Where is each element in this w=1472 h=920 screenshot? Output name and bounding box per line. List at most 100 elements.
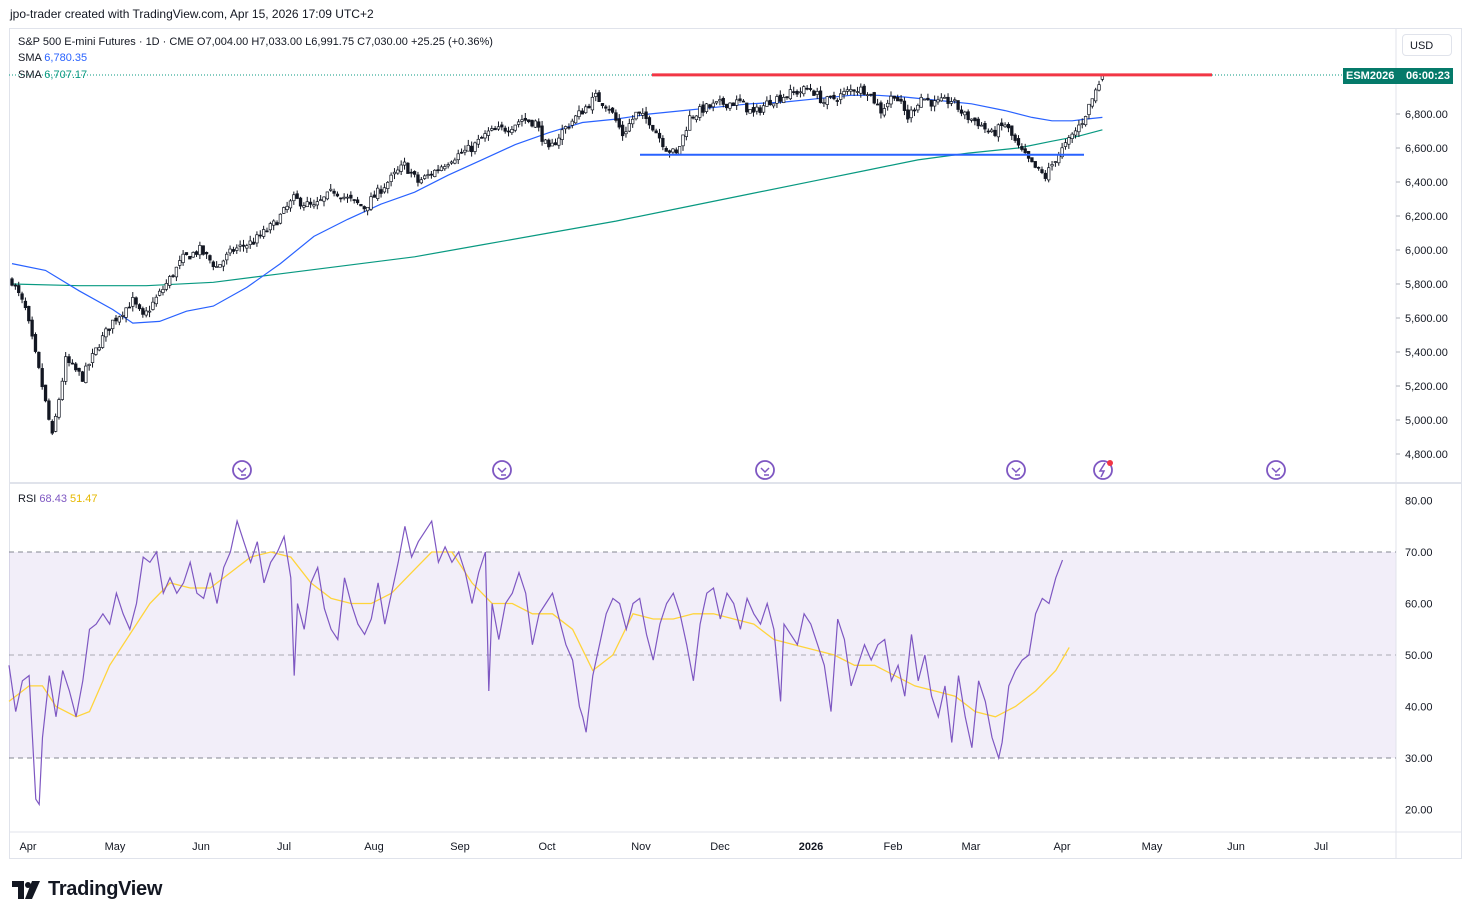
- symbol-legend[interactable]: S&P 500 E-mini Futures · 1D · CME O7,004…: [18, 36, 493, 48]
- candle-down: [617, 118, 621, 128]
- candle-down: [896, 96, 900, 102]
- sma50-legend[interactable]: SMA 6,780.35: [18, 51, 87, 65]
- candle-up: [345, 196, 350, 199]
- price-tick-label: 6,000.00: [1405, 245, 1448, 257]
- candle-up: [513, 124, 517, 131]
- candle-up: [131, 297, 135, 307]
- candle-down: [745, 102, 749, 113]
- event-glyph: [497, 467, 507, 476]
- candle-down: [493, 127, 497, 131]
- currency-button[interactable]: USD: [1402, 34, 1452, 56]
- candle-up: [84, 365, 88, 383]
- price-axis[interactable]: 4,800.00 5,000.00 5,200.00 5,400.00 5,600.00…: [1396, 109, 1448, 461]
- candle-down: [469, 145, 474, 153]
- candles[interactable]: [10, 74, 1105, 436]
- candle-down: [349, 194, 353, 199]
- price-tick-label: 4,800.00: [1405, 449, 1448, 461]
- candle-up: [151, 301, 155, 310]
- candle-up: [1097, 84, 1101, 91]
- candle-up: [1047, 167, 1051, 181]
- candle-down: [983, 123, 987, 130]
- candle-down: [986, 130, 990, 133]
- candle-up: [842, 91, 846, 95]
- candle-up: [228, 248, 232, 254]
- candle-down: [537, 121, 541, 128]
- candle-up: [688, 115, 692, 131]
- time-axis-label: Jun: [1227, 841, 1245, 853]
- candle-up: [510, 129, 514, 134]
- rsi-path: [8, 518, 1064, 807]
- candle-up: [761, 105, 766, 113]
- candle-up: [496, 126, 501, 130]
- event-markers[interactable]: [232, 460, 1286, 480]
- candle-down: [587, 105, 591, 109]
- time-axis-label: 2026: [799, 841, 823, 853]
- candle-down: [295, 193, 299, 199]
- candle-up: [855, 91, 860, 93]
- candle-down: [869, 93, 873, 96]
- candle-down: [134, 297, 138, 305]
- candle-down: [1036, 166, 1041, 169]
- candle-down: [580, 110, 584, 115]
- sma200-legend[interactable]: SMA 6,707.17: [18, 68, 87, 82]
- candle-up: [839, 93, 843, 100]
- candle-up: [426, 174, 430, 176]
- candle-down: [818, 90, 823, 104]
- candle-up: [329, 188, 333, 191]
- candle-up: [255, 234, 259, 244]
- rsi-lines[interactable]: [8, 518, 1070, 807]
- candle-up: [110, 319, 115, 330]
- rsi-tick-label: 50.00: [1405, 650, 1433, 662]
- candle-up: [342, 196, 346, 199]
- candle-down: [708, 104, 712, 108]
- lightning-glyph: [1098, 462, 1106, 478]
- candle-up: [624, 131, 628, 135]
- candle-up: [557, 137, 561, 146]
- candle-down: [241, 244, 246, 247]
- candle-up: [886, 102, 890, 108]
- rsi-legend[interactable]: RSI 68.43 51.47: [18, 492, 98, 506]
- candle-up: [490, 128, 494, 131]
- candle-down: [651, 124, 655, 131]
- candle-up: [376, 187, 380, 199]
- sma50-line[interactable]: [11, 94, 1103, 324]
- upcoming-event-icon: [1093, 460, 1113, 480]
- drawn-levels[interactable]: [640, 73, 1212, 156]
- candle-down: [657, 132, 662, 139]
- candle-up: [711, 102, 715, 108]
- candle-down: [912, 109, 917, 112]
- candle-down: [832, 94, 836, 100]
- candle-down: [211, 261, 215, 268]
- candle-up: [560, 129, 564, 140]
- candle-down: [547, 139, 551, 148]
- candle-down: [406, 162, 410, 174]
- candle-down: [902, 100, 907, 111]
- candle-up: [681, 134, 685, 147]
- candle-up: [550, 142, 554, 147]
- candle-up: [121, 315, 125, 317]
- candle-down: [808, 88, 813, 90]
- candle-up: [157, 290, 162, 296]
- candle-down: [43, 384, 48, 402]
- candle-down: [644, 111, 648, 120]
- candle-down: [70, 362, 75, 365]
- candle-down: [1016, 138, 1021, 146]
- candle-up: [543, 139, 548, 144]
- candle-up: [684, 130, 689, 137]
- rsi-axis[interactable]: 20.00 30.00 40.00 50.00 60.00 70.00 80.00: [1405, 496, 1433, 817]
- candle-up: [117, 316, 122, 323]
- candle-down: [553, 142, 558, 146]
- candle-down: [1010, 125, 1014, 136]
- tradingview-logo[interactable]: TradingView: [12, 878, 162, 901]
- time-axis[interactable]: Apr May Jun Jul Aug Sep Oct Nov Dec 2026 Feb Mar Apr…: [19, 841, 1328, 853]
- candle-down: [835, 100, 839, 102]
- sma200-line[interactable]: [11, 129, 1103, 287]
- candle-down: [275, 222, 279, 226]
- price-tick-label: 6,800.00: [1405, 109, 1448, 121]
- candle-up: [1077, 124, 1081, 133]
- candle-down: [892, 95, 897, 99]
- candle-up: [64, 356, 68, 382]
- candle-down: [208, 255, 212, 261]
- candle-down: [879, 102, 883, 114]
